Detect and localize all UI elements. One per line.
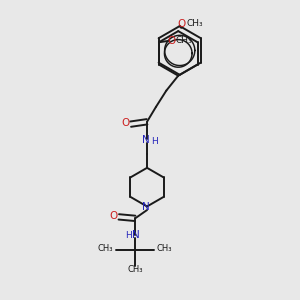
Text: N: N: [142, 135, 149, 145]
Text: O: O: [121, 118, 130, 128]
Bar: [149, 20, 210, 81]
Text: O: O: [177, 19, 185, 29]
Text: CH₃: CH₃: [157, 244, 172, 253]
Text: O: O: [168, 36, 176, 46]
Text: CH₃: CH₃: [176, 36, 193, 45]
Text: H: H: [151, 137, 158, 146]
Text: H: H: [125, 231, 132, 240]
Text: CH₃: CH₃: [98, 244, 113, 253]
Text: CH₃: CH₃: [128, 265, 143, 274]
Text: O: O: [109, 211, 118, 221]
Text: N: N: [142, 202, 149, 212]
Text: N: N: [133, 230, 140, 240]
Text: CH₃: CH₃: [186, 19, 203, 28]
